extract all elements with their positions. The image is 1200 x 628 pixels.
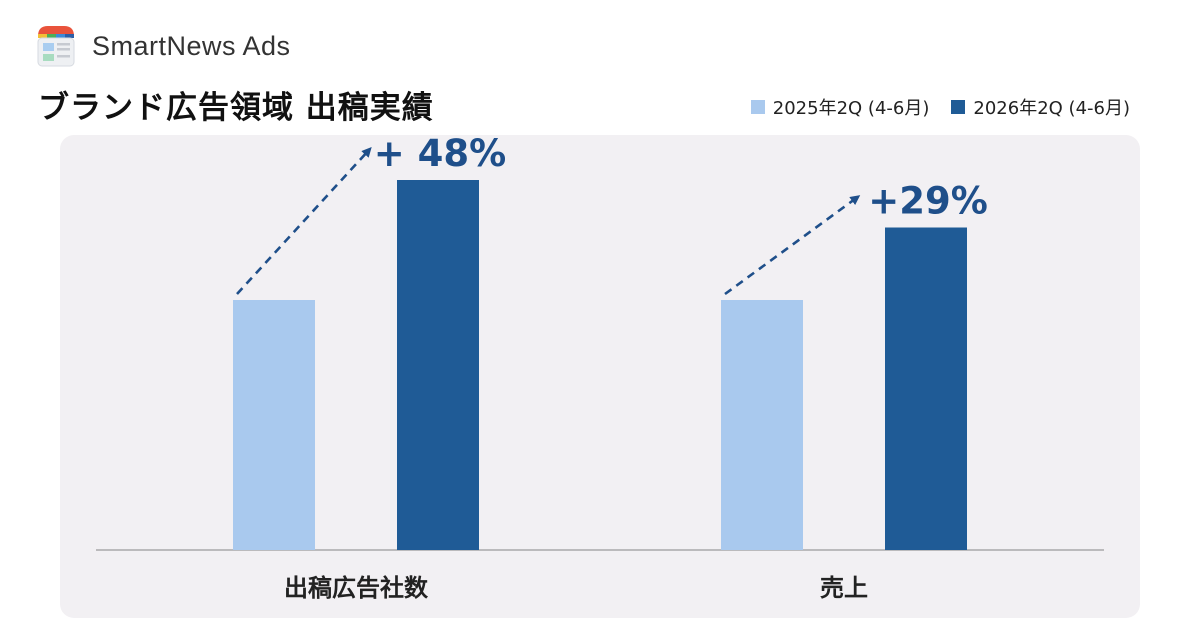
bar-2026-advertisers	[397, 180, 479, 550]
legend-item-2025: 2025年2Q (4-6月)	[750, 94, 930, 120]
bar-2025-sales	[721, 300, 803, 550]
growth-arrow-advertisers	[236, 147, 372, 295]
category-label-advertisers: 出稿広告社数	[284, 574, 429, 602]
category-label-sales: 売上	[820, 574, 868, 602]
brand-name: SmartNews Ads	[92, 30, 291, 61]
legend-swatch-2025	[750, 100, 765, 114]
growth-label-sales: +29%	[868, 180, 988, 223]
growth-label-advertisers: + 48%	[374, 132, 506, 175]
chart-legend: 2025年2Q (4-6月) 2026年2Q (4-6月)	[729, 94, 1130, 120]
bar-2026-sales	[885, 227, 967, 550]
legend-swatch-2026	[951, 100, 966, 114]
legend-item-2026: 2026年2Q (4-6月)	[951, 94, 1130, 120]
bar-2025-advertisers	[233, 300, 315, 550]
page-title: ブランド広告領域 出稿実績	[38, 90, 434, 126]
brand-logo: SmartNews Ads	[32, 22, 291, 70]
smartnews-logo-icon	[32, 22, 80, 70]
legend-label-2025: 2025年2Q (4-6月)	[772, 98, 930, 119]
growth-arrow-sales	[724, 195, 861, 296]
legend-label-2026: 2026年2Q (4-6月)	[973, 98, 1130, 119]
